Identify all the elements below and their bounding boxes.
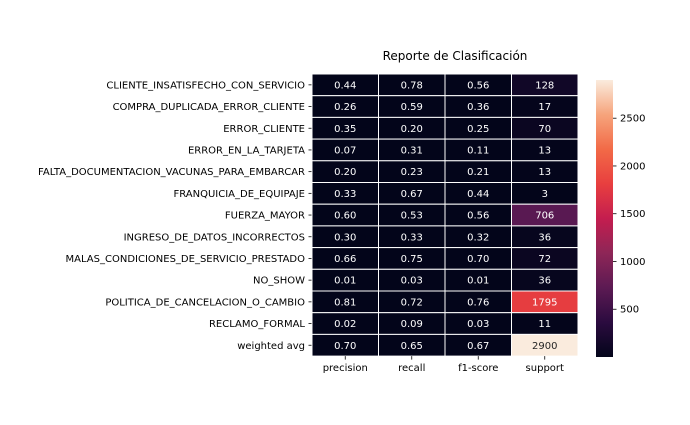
- column-label: precision: [323, 363, 368, 374]
- cell-value: 70: [538, 124, 551, 135]
- cell-value: 0.81: [334, 297, 356, 308]
- cell-value: 0.26: [334, 102, 356, 113]
- cell-value: 0.35: [334, 124, 356, 135]
- cell-value: 0.67: [467, 341, 489, 352]
- cell-value: 72: [538, 254, 551, 265]
- colorbar-tick-label: 2000: [620, 161, 645, 172]
- row-labels: CLIENTE_INSATISFECHO_CON_SERVICIO COMPRA_…: [38, 80, 312, 352]
- cell-value: 0.33: [334, 189, 356, 200]
- cell-value: 0.25: [467, 124, 489, 135]
- cell-value: 36: [538, 276, 551, 287]
- cell-value: 2900: [532, 341, 557, 352]
- cell-value: 11: [538, 319, 551, 330]
- cell-value: 0.01: [334, 276, 356, 287]
- row-label: FRANQUICIA_DE_EQUIPAJE: [173, 189, 305, 200]
- cell-value: 0.36: [467, 102, 489, 113]
- cell-value: 0.02: [334, 319, 356, 330]
- column-label: support: [526, 363, 564, 374]
- cell-value: 17: [538, 102, 551, 113]
- row-label: NO_SHOW: [253, 276, 305, 287]
- colorbar-tick-label: 1500: [620, 209, 645, 220]
- cell-value: 0.72: [401, 297, 423, 308]
- cell-value: 0.60: [334, 211, 356, 222]
- row-label: MALAS_CONDICIONES_DE_SERVICIO_PRESTADO: [66, 254, 306, 265]
- cell-value: 0.11: [467, 145, 489, 156]
- cell-value: 0.07: [334, 145, 356, 156]
- cell-value: 13: [538, 167, 551, 178]
- cell-value: 0.59: [401, 102, 423, 113]
- row-label: COMPRA_DUPLICADA_ERROR_CLIENTE: [113, 102, 305, 113]
- cell-value: 0.23: [401, 167, 423, 178]
- colorbar-tick-label: 2500: [620, 114, 645, 125]
- cell-value: 0.30: [334, 232, 356, 243]
- colorbar: [596, 80, 613, 357]
- cell-value: 0.66: [334, 254, 356, 265]
- cell-value: 1795: [532, 297, 557, 308]
- cell-value: 0.67: [401, 189, 423, 200]
- cell-value: 0.76: [467, 297, 489, 308]
- column-label: recall: [398, 363, 425, 374]
- row-label: ERROR_CLIENTE: [223, 124, 305, 135]
- cell-value: 0.56: [467, 211, 489, 222]
- cell-value: 0.20: [401, 124, 423, 135]
- cell-value: 0.20: [334, 167, 356, 178]
- cell-value: 0.21: [467, 167, 489, 178]
- row-label: INGRESO_DE_DATOS_INCORRECTOS: [124, 232, 305, 243]
- cell-value: 0.03: [467, 319, 489, 330]
- cell-value: 0.53: [401, 211, 423, 222]
- cell-value: 3: [542, 189, 548, 200]
- colorbar-tick-label: 500: [620, 305, 639, 316]
- cell-value: 0.56: [467, 80, 489, 91]
- chart-title: Reporte de Clasificación: [383, 49, 528, 63]
- cell-value: 128: [535, 80, 554, 91]
- cell-value: 0.31: [401, 145, 423, 156]
- cell-value: 706: [535, 211, 554, 222]
- cell-value: 0.75: [401, 254, 423, 265]
- cell-value: 0.65: [401, 341, 423, 352]
- colorbar-ticks: 500 1000 1500 2000 2500: [613, 114, 645, 316]
- cell-value: 0.70: [467, 254, 489, 265]
- cell-value: 0.03: [401, 276, 423, 287]
- row-label: RECLAMO_FORMAL: [209, 319, 305, 330]
- row-label: FUERZA_MAYOR: [225, 211, 305, 222]
- colorbar-tick-label: 1000: [620, 257, 645, 268]
- cell-value: 13: [538, 145, 551, 156]
- cell-value: 0.70: [334, 341, 356, 352]
- cell-value: 36: [538, 232, 551, 243]
- row-label: weighted avg: [237, 341, 305, 352]
- column-label: f1-score: [458, 363, 498, 374]
- cell-value: 0.33: [401, 232, 423, 243]
- row-label: CLIENTE_INSATISFECHO_CON_SERVICIO: [106, 80, 305, 91]
- cell-value: 0.32: [467, 232, 489, 243]
- heatmap-cells: 0.44 0.78 0.56 128 0.26 0.59 0.36 17 0.35 0.20 0.2…: [311, 73, 579, 357]
- cell-value: 0.44: [334, 80, 356, 91]
- column-labels: precision recall f1-score support: [323, 356, 564, 374]
- row-label: FALTA_DOCUMENTACION_VACUNAS_PARA_EMBARCA…: [38, 167, 305, 178]
- row-label: ERROR_EN_LA_TARJETA: [188, 145, 305, 156]
- cell-value: 0.01: [467, 276, 489, 287]
- cell-value: 0.09: [401, 319, 423, 330]
- cell-value: 0.78: [401, 80, 423, 91]
- row-label: POLITICA_DE_CANCELACION_O_CAMBIO: [105, 297, 305, 308]
- cell-value: 0.44: [467, 189, 489, 200]
